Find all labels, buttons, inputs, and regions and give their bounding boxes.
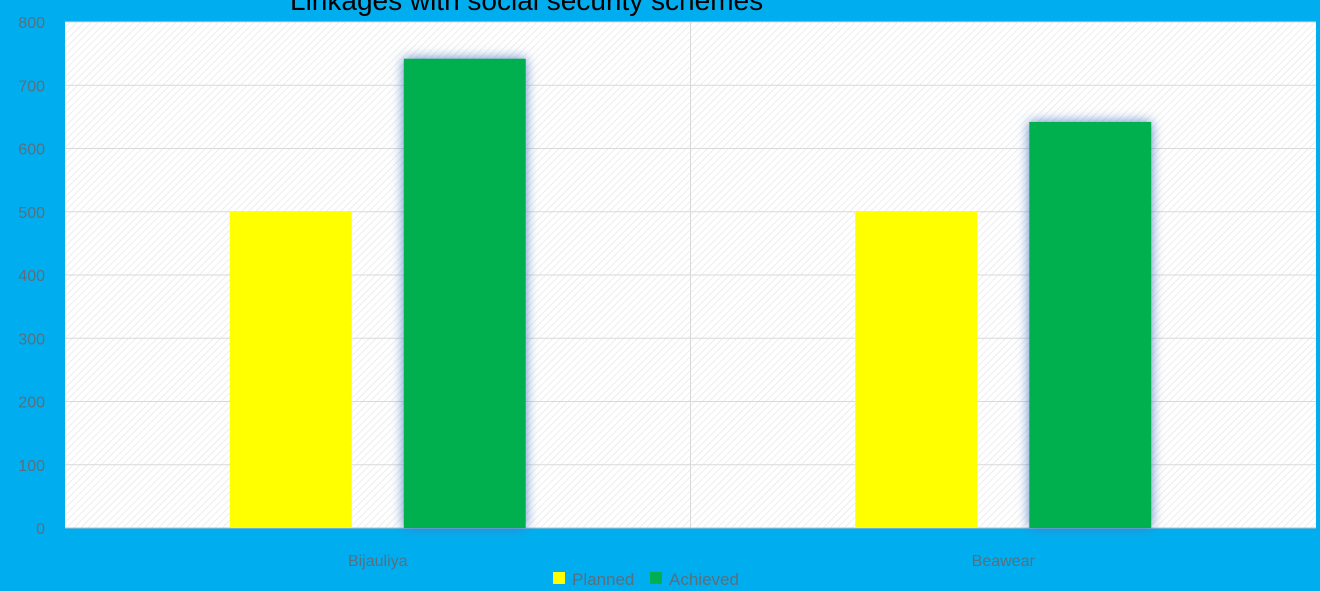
x-category-label: Beawear: [972, 553, 1036, 570]
y-tick-label: 100: [18, 458, 45, 475]
y-tick-label: 700: [18, 78, 45, 95]
y-tick-label: 300: [18, 331, 45, 348]
axis-labels: 0 100 200 300 400 500 600 700 800 Bijauliya Beawea…: [18, 15, 1035, 570]
bar-achieved-bijauliya: [403, 58, 526, 529]
legend-label-achieved: Achieved: [669, 570, 739, 589]
legend: Planned Achieved: [553, 570, 739, 589]
bar-planned-beawear: [855, 211, 978, 528]
y-tick-label: 0: [36, 521, 45, 538]
chart-title: Linkages with social security schemes: [290, 0, 763, 16]
y-tick-label: 400: [18, 268, 45, 285]
legend-swatch-achieved: [650, 572, 662, 584]
legend-swatch-planned: [553, 572, 565, 584]
y-tick-label: 600: [18, 142, 45, 159]
bar-planned-bijauliya: [229, 211, 352, 528]
x-category-label: Bijauliya: [348, 553, 408, 570]
y-tick-label: 500: [18, 205, 45, 222]
legend-label-planned: Planned: [572, 570, 634, 589]
y-tick-label: 800: [18, 15, 45, 32]
bars: [229, 58, 1152, 529]
y-tick-label: 200: [18, 395, 45, 412]
bar-achieved-beawear: [1029, 121, 1152, 528]
